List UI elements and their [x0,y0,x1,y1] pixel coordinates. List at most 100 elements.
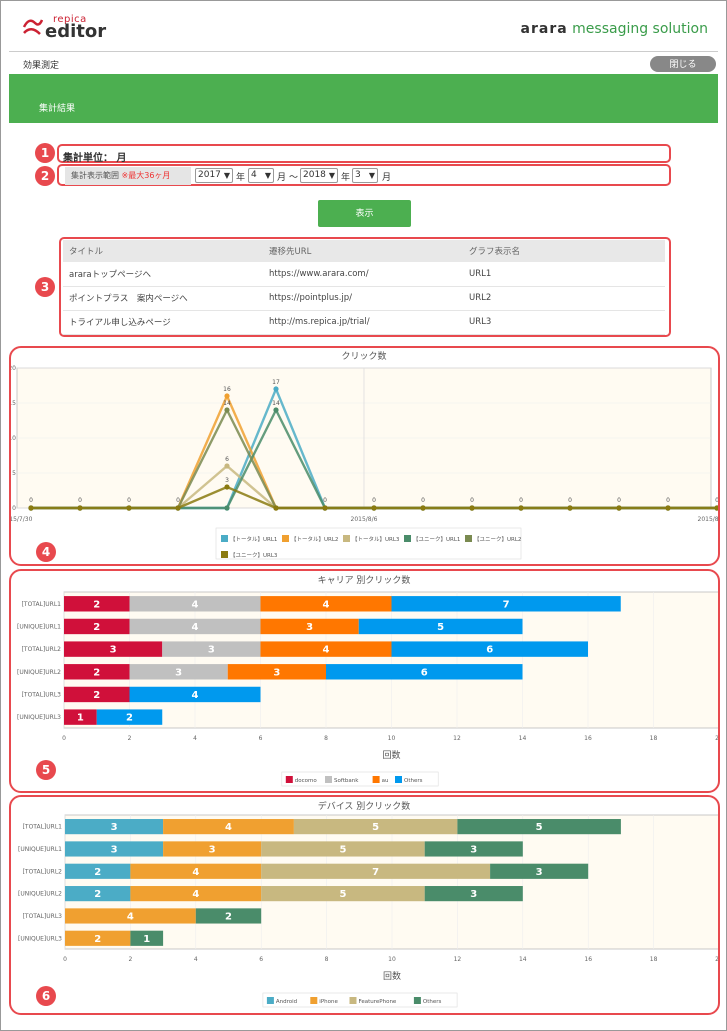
marker-1: 1 [35,143,55,163]
legend-swatch [349,997,357,1004]
legend-swatch [395,776,402,783]
bar-segment [391,641,588,657]
bar-value-label: 4 [192,889,199,900]
show-button[interactable]: 表示 [318,200,411,227]
bar-value-label: 3 [175,667,182,678]
x-tick-label: 4 [194,956,198,963]
legend-swatch [282,535,289,542]
bar-value-label: 3 [111,822,118,833]
bar-value-label: 3 [470,889,477,900]
click-count-line-chart: クリック数 0 5 10 15 20 2015/7/30 2015/8/6 2015/8/1 17… [11,350,718,560]
highlight-box-1 [57,144,671,163]
start-year-unit: 年 [236,173,246,183]
close-button[interactable]: 閉じる [650,56,716,72]
url-table-header: タイトル 遷移先URL グラフ表示名 [63,240,665,262]
data-label: 0 [176,497,180,504]
highlight-box-3 [59,237,671,337]
x-tick-label: 12 [453,735,461,742]
bar-segment [424,841,523,857]
start-year-select[interactable]: 2017 ▼ [195,168,233,183]
bar-segment [261,886,425,902]
legend-label: 【トータル】URL1 [230,535,277,543]
x-tick-label: 8 [325,956,329,963]
bar-segment [64,686,130,703]
bar-segment [260,618,359,635]
bar-value-label: 4 [192,867,199,878]
bar-value-label: 2 [126,713,133,724]
legend-swatch [404,535,411,542]
bar-value-label: 7 [503,599,510,610]
legend-label: 【ユニーク】URL3 [230,552,278,559]
end-year-value: 2018 [303,170,326,180]
repica-logo-icon [22,19,43,35]
plot-area [64,814,718,950]
bar-value-label: 2 [94,867,101,878]
bar-value-label: 5 [372,822,379,833]
bar-value-label: 2 [93,599,100,610]
bar-value-label: 3 [208,645,215,656]
arara-brand: arara messaging solution [521,21,708,37]
data-point [322,505,328,511]
bar-segment [163,841,262,857]
bar-segment [163,819,294,835]
x-tick-label: 0 [63,956,67,963]
plot-area [63,591,718,729]
chevron-down-icon: ▼ [328,171,335,180]
bar-value-label: 2 [225,911,232,922]
column-header-url: 遷移先URL [263,240,463,262]
data-point [77,505,83,511]
bar-segment [65,930,131,946]
data-point [224,393,230,399]
bar-value-label: 4 [127,911,134,922]
bar-segment [261,863,491,879]
brand-tagline: messaging solution [567,21,708,37]
bar-segment [64,709,97,725]
data-point [567,505,573,511]
category-label: [UNIQUE]URL2 [17,669,61,676]
page-title-bar: 集計結果 [9,74,718,123]
bar-value-label: 2 [93,667,100,678]
legend-label: 【トータル】URL2 [291,535,338,543]
legend-label: Others [404,778,423,784]
data-label: 14 [272,400,280,407]
range-separator: ～ [289,173,299,183]
chart-title: デバイス 別クリック数 [318,800,411,812]
bar-value-label: 4 [225,822,232,833]
table-row: ポイントプラス 案内ページへ https://pointplus.jp/ URL… [63,286,665,311]
x-tick-label: 12 [454,956,462,963]
bar-value-label: 2 [93,622,100,633]
bar-segment [195,908,262,924]
url-table: タイトル 遷移先URL グラフ表示名 araraトップページへ https://… [63,240,665,335]
category-label: [UNIQUE]URL1 [17,623,61,630]
x-tick-label: 10 [388,735,396,742]
marker-6: 6 [36,986,56,1006]
marker-5: 5 [36,760,56,780]
legend-label: iPhone [319,999,338,1005]
end-year-unit: 年 [341,173,351,183]
end-year-select[interactable]: 2018 ▼ [300,168,338,183]
data-point [224,505,230,511]
legend-label: 【ユニーク】URL2 [474,536,521,543]
bar-segment [260,596,392,612]
row-graph-name: URL3 [463,310,665,335]
date-range-label: 集計表示範囲 ※最大36ヶ月 [65,167,191,185]
data-point [665,505,671,511]
data-label: 0 [323,497,327,504]
category-label: [UNIQUE]URL3 [17,714,61,721]
data-point [714,505,718,511]
bar-segment [490,863,589,879]
data-point [224,484,230,490]
category-label: [TOTAL]URL2 [23,868,63,875]
end-month-select[interactable]: 3 ▼ [352,168,378,183]
data-point [224,407,230,413]
bar-value-label: 3 [306,622,313,633]
bar-segment [293,819,458,835]
section-label: 効果測定 [23,61,60,71]
x-tick-label: 2 [128,956,132,963]
bar-value-label: 4 [323,645,330,656]
row-title: トライアル申し込みページ [63,310,263,335]
data-label: 0 [78,497,82,504]
start-month-select[interactable]: 4 ▼ [248,168,274,183]
end-month-value: 3 [355,170,361,180]
logo-brand-small: repica [53,14,87,25]
